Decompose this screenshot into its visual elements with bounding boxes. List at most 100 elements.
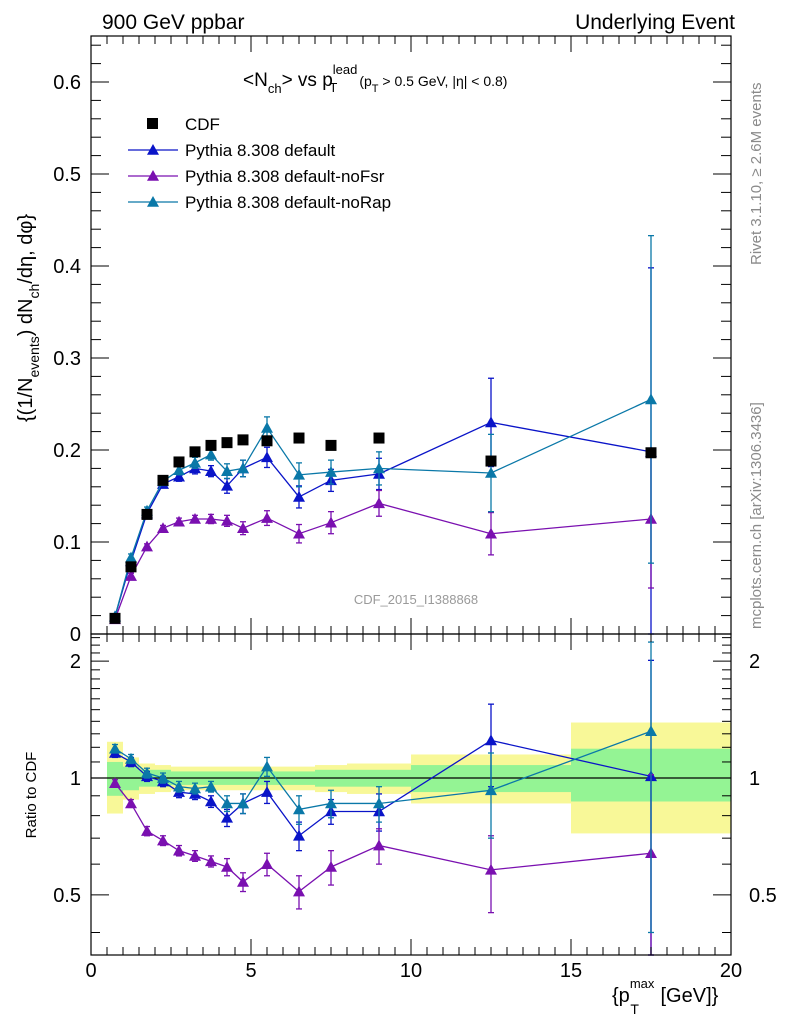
ratio-series-3 xyxy=(109,641,657,934)
ratio-point xyxy=(373,839,385,851)
ratio-point xyxy=(293,885,305,897)
cdf-point xyxy=(125,561,137,573)
y-tick-label: 0.6 xyxy=(53,72,81,94)
data-point xyxy=(237,462,249,474)
ratio-point xyxy=(157,834,169,846)
main-y-tick-labels: 0 0.1 0.2 0.3 0.4 0.5 0.6 xyxy=(53,72,81,646)
rivet-label: Rivet 3.1.10, ≥ 2.6M events xyxy=(748,83,765,266)
data-point xyxy=(205,513,217,524)
main-panel: 0 0.1 0.2 0.3 0.4 0.5 0.6 CDF_2015_I1388868 <N… xyxy=(53,35,732,646)
ratio-point xyxy=(173,844,185,856)
x-tick-labels: 0 5 10 15 20 xyxy=(85,960,742,982)
legend-label: Pythia 8.308 default-noRap xyxy=(185,193,391,212)
y-axis-label: {(1/Nevents) dNch/dη, dφ} xyxy=(15,214,42,422)
x-tick-label: 10 xyxy=(400,960,422,982)
ratio-point xyxy=(221,860,233,872)
ratio-point xyxy=(205,780,217,792)
data-point xyxy=(261,512,273,523)
data-point xyxy=(293,490,305,502)
data-point xyxy=(205,448,217,460)
ratio-point xyxy=(189,849,201,861)
x-tick-label: 15 xyxy=(560,960,582,982)
cdf-point xyxy=(141,508,153,520)
ratio-point xyxy=(293,803,305,815)
legend-marker xyxy=(147,196,159,207)
ratio-panel: 0.5 0.5 1 1 2 2 xyxy=(53,633,777,956)
ratio-bands xyxy=(91,722,731,834)
data-point xyxy=(373,497,385,509)
ratio-point xyxy=(237,797,249,809)
data-point xyxy=(237,522,249,533)
ratio-point xyxy=(205,795,217,807)
ratio-point xyxy=(261,786,273,797)
y-tick-label: 0.5 xyxy=(53,164,81,186)
ratio-point xyxy=(293,829,305,841)
data-point xyxy=(261,421,273,433)
ratio-point xyxy=(325,797,337,809)
data-point xyxy=(173,464,185,476)
ratio-point xyxy=(645,725,657,737)
ratio-y-tick-label-right: 0.5 xyxy=(749,885,777,907)
cdf-point xyxy=(157,474,169,486)
ratio-point xyxy=(109,777,121,788)
ratio-point xyxy=(485,863,497,875)
ratio-y-tick-label-right: 1 xyxy=(749,768,760,790)
ratio-point xyxy=(261,760,273,772)
cdf-point xyxy=(221,437,233,449)
legend-label: Pythia 8.308 default xyxy=(185,141,336,160)
data-point xyxy=(485,467,497,478)
cdf-point xyxy=(173,456,185,468)
ratio-y-tick-label: 1 xyxy=(70,768,81,790)
ratio-point xyxy=(141,767,153,778)
data-point xyxy=(141,540,153,552)
data-point xyxy=(645,393,657,405)
data-point xyxy=(485,416,497,428)
y-tick-label: 0.3 xyxy=(53,348,81,370)
data-point xyxy=(205,465,217,476)
header-left: 900 GeV ppbar xyxy=(102,11,244,34)
legend-marker xyxy=(147,144,159,155)
x-tick-label: 0 xyxy=(85,960,96,982)
legend-marker xyxy=(147,170,159,181)
legend: CDF Pythia 8.308 default Pythia 8.308 defa… xyxy=(128,115,391,212)
y-tick-label: 0.4 xyxy=(53,256,81,278)
ratio-point xyxy=(141,825,153,836)
legend-label-cdf: CDF xyxy=(185,115,220,134)
data-point xyxy=(157,522,169,533)
x-axis-label: {pmax T [GeV]} xyxy=(612,976,719,1017)
cdf-point xyxy=(205,439,217,451)
x-tick-label: 5 xyxy=(245,960,256,982)
data-point xyxy=(221,465,233,476)
cdf-point xyxy=(373,432,385,444)
cdf-series xyxy=(109,432,657,624)
ratio-point xyxy=(325,860,337,872)
mcplots-label: mcplots.cern.ch [arXiv:1306.3436] xyxy=(748,402,765,629)
y-tick-label: 0 xyxy=(70,624,81,646)
cdf-point xyxy=(325,439,337,451)
cdf-point xyxy=(485,455,497,467)
data-point xyxy=(221,514,233,526)
data-point xyxy=(325,466,337,477)
data-point xyxy=(373,462,385,474)
legend-label: Pythia 8.308 default-noFsr xyxy=(185,167,385,186)
ratio-data-marks xyxy=(109,641,657,956)
ratio-point xyxy=(485,784,497,796)
cdf-point xyxy=(109,612,121,624)
cdf-point xyxy=(293,432,305,444)
ratio-point xyxy=(125,752,137,764)
ratio-point xyxy=(261,858,273,869)
series-3 xyxy=(109,234,657,622)
ratio-y-axis-label: Ratio to CDF xyxy=(23,752,40,839)
ratio-point xyxy=(189,782,201,794)
ratio-point xyxy=(373,797,385,809)
y-tick-label: 0.2 xyxy=(53,440,81,462)
data-point xyxy=(261,451,273,463)
header-right: Underlying Event xyxy=(575,11,735,34)
ratio-point xyxy=(157,772,169,783)
main-axis-ticks xyxy=(90,36,732,635)
data-point xyxy=(125,551,137,563)
y-tick-label: 0.1 xyxy=(53,532,81,554)
ratio-y-tick-label: 0.5 xyxy=(53,885,81,907)
x-tick-label: 20 xyxy=(720,960,742,982)
data-point xyxy=(189,513,201,524)
